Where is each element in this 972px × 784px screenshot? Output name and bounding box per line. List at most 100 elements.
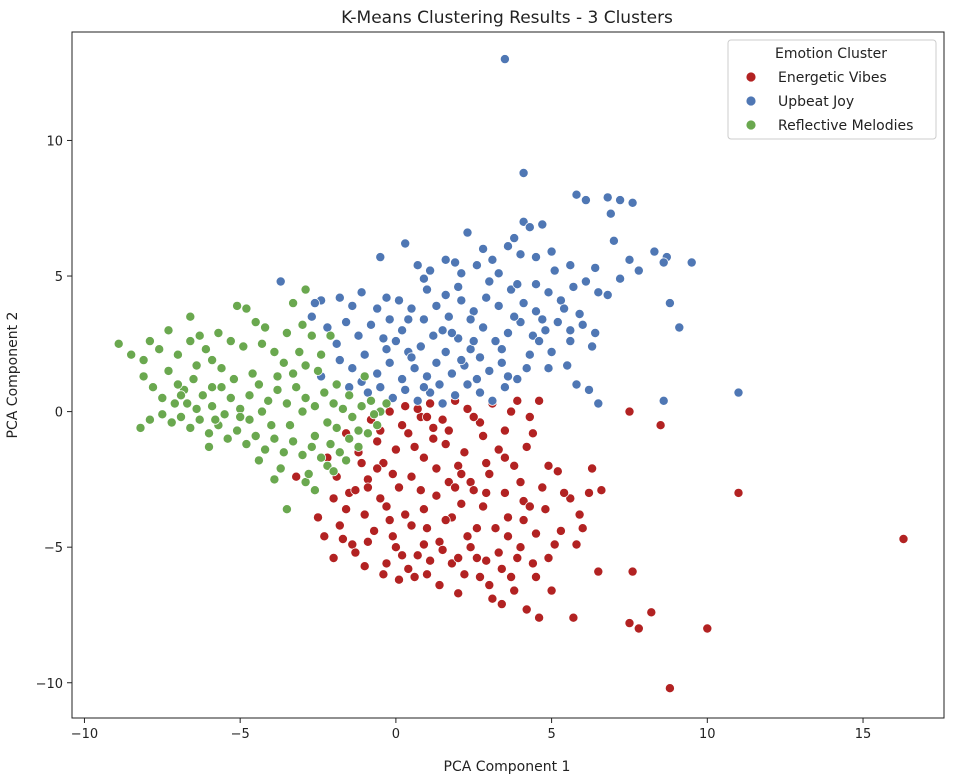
point-upbeat-joy-96 [335, 356, 344, 365]
point-energetic-vibes-157 [432, 491, 441, 500]
point-energetic-vibes-149 [588, 464, 597, 473]
point-upbeat-joy-141 [475, 353, 484, 362]
point-reflective-melodies-44 [301, 393, 310, 402]
point-upbeat-joy-61 [354, 331, 363, 340]
point-upbeat-joy-35 [335, 293, 344, 302]
point-upbeat-joy-15 [650, 247, 659, 256]
point-reflective-melodies-122 [370, 410, 379, 419]
point-reflective-melodies-96 [164, 366, 173, 375]
point-energetic-vibes-131 [451, 483, 460, 492]
point-energetic-vibes-22 [497, 564, 506, 573]
point-energetic-vibes-115 [510, 461, 519, 470]
point-reflective-melodies-27 [139, 372, 148, 381]
point-reflective-melodies-111 [208, 383, 217, 392]
point-reflective-melodies-93 [239, 342, 248, 351]
legend: Emotion Cluster Energetic Vibes Upbeat J… [728, 40, 936, 139]
point-upbeat-joy-79 [578, 320, 587, 329]
point-energetic-vibes-158 [500, 453, 509, 462]
point-energetic-vibes-114 [479, 431, 488, 440]
point-reflective-melodies-84 [282, 505, 291, 514]
point-reflective-melodies-102 [173, 380, 182, 389]
point-energetic-vibes-123 [485, 469, 494, 478]
point-upbeat-joy-33 [276, 277, 285, 286]
point-reflective-melodies-88 [192, 404, 201, 413]
point-upbeat-joy-129 [510, 312, 519, 321]
point-upbeat-joy-157 [588, 342, 597, 351]
point-energetic-vibes-119 [351, 486, 360, 495]
point-upbeat-joy-83 [497, 358, 506, 367]
point-reflective-melodies-113 [326, 331, 335, 340]
point-energetic-vibes-52 [426, 399, 435, 408]
y-tick-label-0: −10 [36, 677, 63, 692]
point-upbeat-joy-20 [591, 263, 600, 272]
point-upbeat-joy-142 [497, 345, 506, 354]
point-energetic-vibes-102 [422, 524, 431, 533]
point-upbeat-joy-120 [485, 277, 494, 286]
point-reflective-melodies-15 [242, 304, 251, 313]
point-energetic-vibes-70 [394, 483, 403, 492]
point-energetic-vibes-105 [500, 488, 509, 497]
point-upbeat-joy-151 [419, 383, 428, 392]
point-energetic-vibes-85 [488, 594, 497, 603]
point-reflective-melodies-81 [276, 464, 285, 473]
point-upbeat-joy-85 [472, 375, 481, 384]
point-energetic-vibes-64 [469, 486, 478, 495]
point-upbeat-joy-89 [422, 372, 431, 381]
point-reflective-melodies-7 [186, 312, 195, 321]
point-reflective-melodies-54 [158, 410, 167, 419]
point-reflective-melodies-18 [270, 347, 279, 356]
point-energetic-vibes-89 [569, 613, 578, 622]
point-reflective-melodies-99 [332, 380, 341, 389]
point-upbeat-joy-95 [348, 364, 357, 373]
point-energetic-vibes-86 [507, 572, 516, 581]
point-reflective-melodies-94 [214, 328, 223, 337]
point-energetic-vibes-144 [410, 572, 419, 581]
x-axis-label: PCA Component 1 [444, 759, 571, 775]
point-energetic-vibes-132 [528, 429, 537, 438]
y-tick-label-2: 0 [55, 406, 63, 421]
point-energetic-vibes-101 [292, 472, 301, 481]
x-tick-label-1: −5 [231, 727, 250, 742]
point-reflective-melodies-101 [229, 375, 238, 384]
point-reflective-melodies-78 [136, 423, 145, 432]
point-upbeat-joy-87 [447, 369, 456, 378]
point-upbeat-joy-122 [422, 285, 431, 294]
point-upbeat-joy-140 [447, 328, 456, 337]
point-energetic-vibes-129 [360, 562, 369, 571]
point-upbeat-joy-139 [385, 315, 394, 324]
chart-title: K-Means Clustering Results - 3 Clusters [341, 8, 673, 28]
point-reflective-melodies-43 [292, 383, 301, 392]
point-reflective-melodies-90 [323, 418, 332, 427]
point-reflective-melodies-21 [301, 285, 310, 294]
point-upbeat-joy-25 [503, 242, 512, 251]
y-axis-label: PCA Component 2 [5, 312, 21, 439]
point-upbeat-joy-42 [444, 312, 453, 321]
point-energetic-vibes-34 [553, 467, 562, 476]
point-upbeat-joy-67 [429, 331, 438, 340]
point-upbeat-joy-30 [426, 266, 435, 275]
point-reflective-melodies-107 [310, 431, 319, 440]
point-energetic-vibes-69 [407, 472, 416, 481]
point-reflective-melodies-70 [307, 442, 316, 451]
point-upbeat-joy-158 [566, 337, 575, 346]
point-energetic-vibes-88 [547, 586, 556, 595]
point-reflective-melodies-118 [270, 475, 279, 484]
point-energetic-vibes-95 [665, 684, 674, 693]
point-upbeat-joy-66 [416, 342, 425, 351]
point-reflective-melodies-116 [342, 456, 351, 465]
point-reflective-melodies-41 [273, 385, 282, 394]
y-axis-ticks: −10−50510 [36, 134, 72, 691]
point-energetic-vibes-43 [429, 423, 438, 432]
point-upbeat-joy-88 [435, 380, 444, 389]
point-energetic-vibes-60 [525, 412, 534, 421]
point-energetic-vibes-21 [485, 581, 494, 590]
point-reflective-melodies-30 [170, 399, 179, 408]
point-energetic-vibes-143 [494, 548, 503, 557]
point-energetic-vibes-116 [522, 442, 531, 451]
point-upbeat-joy-68 [441, 347, 450, 356]
point-energetic-vibes-145 [385, 516, 394, 525]
point-energetic-vibes-120 [329, 494, 338, 503]
point-energetic-vibes-142 [463, 532, 472, 541]
y-tick-label-1: −5 [44, 541, 63, 556]
point-upbeat-joy-5 [616, 196, 625, 205]
